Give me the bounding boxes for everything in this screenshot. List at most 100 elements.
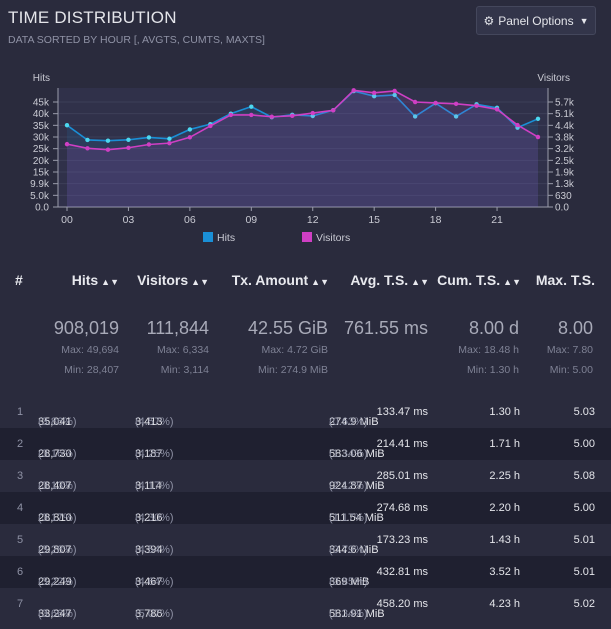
right-tick-label: 5.1k [555, 109, 575, 120]
row-avg: 285.01 ms [377, 470, 428, 482]
point-visitors [126, 146, 130, 150]
hits-total: 908,019 [54, 318, 119, 339]
x-tick-label: 06 [184, 214, 196, 226]
table-row[interactable]: 6 29,249 (3.22%) 3,467 (4.64%) 369 MiB (… [0, 556, 611, 588]
left-tick-label: 9.9k [30, 179, 50, 190]
table-row[interactable]: 4 28,810 (3.17%) 3,216 (4.30%) 511.54 Mi… [0, 492, 611, 524]
row-index: 2 [17, 438, 23, 450]
row-max: 5.00 [574, 502, 595, 514]
row-index: 6 [17, 566, 23, 578]
right-tick-label: 3.8k [555, 133, 575, 144]
row-max: 5.01 [574, 534, 595, 546]
row-max: 5.00 [574, 438, 595, 450]
right-tick-label: 630 [555, 191, 572, 202]
legend-swatch-visitors [302, 232, 312, 242]
table-row[interactable]: 3 28,407 (3.13%) 3,114 (4.17%) 924.87 Mi… [0, 460, 611, 492]
right-tick-label: 0.0 [555, 203, 569, 214]
col-cum-header[interactable]: Cum. T.S. ▲▼ [437, 272, 521, 288]
panel-options-button[interactable]: ⚙ Panel Options ▼ [476, 6, 596, 35]
point-visitors [188, 135, 192, 139]
point-visitors [249, 113, 253, 117]
maxts-total: 8.00 [558, 318, 593, 339]
sort-icon: ▲▼ [101, 277, 119, 287]
right-tick-label: 3.2k [555, 144, 575, 155]
sort-icon: ▲▼ [411, 277, 429, 287]
right-tick-label: 1.9k [555, 168, 575, 179]
x-tick-label: 00 [61, 214, 73, 226]
point-hits [167, 137, 171, 141]
page-subtitle: DATA SORTED BY HOUR [, AVGTS, CUMTS, MAX… [8, 34, 265, 46]
hits-max: Max: 49,694 [61, 344, 119, 356]
right-tick-label: 5.7k [555, 98, 575, 109]
point-visitors [515, 123, 519, 127]
point-visitors [495, 107, 499, 111]
point-visitors [351, 88, 355, 92]
col-visitors-header[interactable]: Visitors ▲▼ [137, 272, 209, 288]
col-hits-header[interactable]: Hits ▲▼ [72, 272, 119, 288]
tx-min: Min: 274.9 MiB [258, 364, 328, 376]
point-hits [536, 117, 540, 121]
point-visitors [413, 100, 417, 104]
point-hits [126, 138, 130, 142]
table-row[interactable]: 7 33,247 (3.66%) 3,786 (5.07%) 581.91 Mi… [0, 588, 611, 620]
table-row[interactable]: 5 29,807 (3.28%) 3,394 (4.54%) 344.6 MiB… [0, 524, 611, 556]
point-hits [106, 139, 110, 143]
chart-svg: Hits Visitors 45k 5.7k 40k 5.1k 35k 4.4k 30k 3.8k… [0, 62, 611, 252]
left-tick-label: 30k [33, 133, 50, 144]
caret-down-icon: ▼ [580, 16, 589, 26]
point-visitors [229, 113, 233, 117]
table-header: # Hits ▲▼ Visitors ▲▼ Tx. Amount ▲▼ Avg. T.… [0, 264, 611, 298]
point-visitors [331, 108, 335, 112]
col-max-header[interactable]: Max. T.S. [536, 272, 595, 288]
table-row[interactable]: 1 35,041 (3.86%) 3,413 (4.57%) 274.9 MiB… [0, 396, 611, 428]
table-row[interactable]: 2 28,730 (3.16%) 3,187 (4.26%) 583.06 Mi… [0, 428, 611, 460]
point-visitors [454, 102, 458, 106]
legend-label-visitors: Visitors [316, 232, 350, 244]
row-max: 5.08 [574, 470, 595, 482]
x-tick-label: 18 [430, 214, 442, 226]
row-index: 1 [17, 406, 23, 418]
cum-total: 8.00 d [469, 318, 519, 339]
sort-icon: ▲▼ [191, 277, 209, 287]
point-visitors [106, 147, 110, 151]
row-avg: 432.81 ms [377, 566, 428, 578]
row-cum: 1.30 h [489, 406, 520, 418]
left-tick-label: 35k [33, 121, 50, 132]
point-hits [249, 104, 253, 108]
point-visitors [290, 114, 294, 118]
right-tick-label: 2.5k [555, 156, 575, 167]
visitors-min: Min: 3,114 [161, 364, 209, 376]
hits-min: Min: 28,407 [64, 364, 119, 376]
left-tick-label: 20k [33, 156, 50, 167]
x-tick-label: 21 [491, 214, 503, 226]
point-visitors [85, 146, 89, 150]
row-cum: 2.20 h [489, 502, 520, 514]
point-visitors [270, 115, 274, 119]
col-tx-header[interactable]: Tx. Amount ▲▼ [232, 272, 329, 288]
sort-icon: ▲▼ [503, 277, 521, 287]
col-avg-header[interactable]: Avg. T.S. ▲▼ [350, 272, 429, 288]
row-avg: 214.41 ms [377, 438, 428, 450]
row-cum: 2.25 h [489, 470, 520, 482]
left-tick-label: 5.0k [30, 191, 50, 202]
row-avg: 133.47 ms [377, 406, 428, 418]
cum-min: Min: 1.30 h [467, 364, 519, 376]
avg-total: 761.55 ms [344, 318, 428, 339]
col-index-header[interactable]: # [15, 272, 23, 288]
x-tick-label: 12 [307, 214, 319, 226]
page-title: TIME DISTRIBUTION [8, 8, 177, 28]
row-cum: 3.52 h [489, 566, 520, 578]
point-hits [188, 127, 192, 131]
legend-label-hits: Hits [217, 232, 235, 244]
tx-total: 42.55 GiB [248, 318, 328, 339]
point-visitors [474, 103, 478, 107]
row-index: 3 [17, 470, 23, 482]
legend-swatch-hits [203, 232, 213, 242]
point-visitors [372, 91, 376, 95]
row-avg: 274.68 ms [377, 502, 428, 514]
row-max: 5.03 [574, 406, 595, 418]
gear-icon: ⚙ [483, 14, 494, 28]
row-max: 5.01 [574, 566, 595, 578]
point-visitors [208, 124, 212, 128]
point-hits [65, 123, 69, 127]
